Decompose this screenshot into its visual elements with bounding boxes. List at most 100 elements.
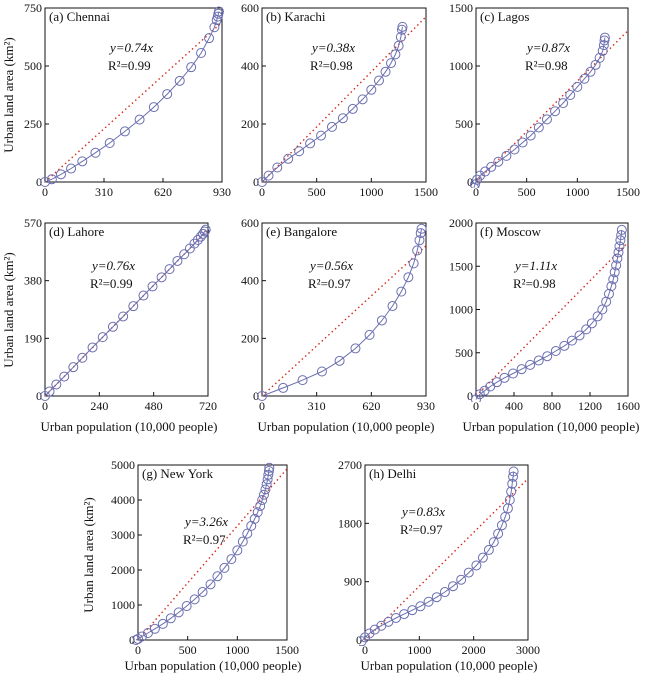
x-axis-title-h: Urban population (10,000 people) (361, 658, 538, 673)
data-point (138, 290, 149, 301)
panel-6: 0 400 800 1200 1600 0 500 1000 1500 2000 (f) Mosco… (449, 216, 640, 413)
data-point (550, 346, 561, 357)
data-point (237, 536, 248, 547)
x-tick-label: 310 (308, 399, 326, 413)
plot-area (40, 6, 224, 187)
fit-r-squared: R²=0.98 (525, 58, 568, 73)
fit-line (44, 21, 223, 183)
data-point (242, 528, 253, 539)
x-tick-label: 3000 (516, 643, 540, 657)
panel-title: (c) Lagos (480, 9, 529, 24)
fit-r-squared: R²=0.97 (183, 532, 226, 547)
data-point (249, 513, 260, 524)
x-axis-title-g: Urban population (10,000 people) (125, 658, 302, 673)
fit-r-squared: R²=0.97 (400, 522, 443, 537)
panel-title: (h) Delhi (369, 466, 417, 481)
data-point (508, 471, 519, 482)
fit-r-squared: R²=0.99 (90, 276, 133, 291)
data-point (364, 329, 375, 340)
plot-area (257, 223, 427, 401)
y-tick-label: 0 (356, 633, 362, 647)
data-point (197, 587, 208, 598)
fit-equation: y=0.56x (308, 258, 353, 273)
data-point (195, 231, 206, 242)
data-point (558, 98, 569, 109)
y-tick-label: 500 (24, 59, 42, 73)
data-point (612, 253, 623, 264)
data-point (592, 311, 603, 322)
data-point (316, 130, 327, 141)
x-tick-label: 0 (473, 185, 479, 199)
data-point (508, 368, 519, 379)
plot-area (470, 30, 629, 188)
data-point (118, 311, 129, 322)
x-axis-title-d: Urban population (10,000 people) (41, 419, 218, 434)
x-tick-label: 500 (518, 185, 536, 199)
x-tick-label: 310 (95, 185, 113, 199)
plot-frame (137, 464, 288, 641)
data-point (509, 144, 520, 155)
x-axis-title-f: Urban population (10,000 people) (463, 419, 640, 434)
panel-title: (e) Bangalore (266, 224, 337, 239)
data-point (173, 607, 184, 618)
data-point (380, 66, 391, 77)
panels: 0 310 620 930 0 250 500 750 (a) Chennai y=0.74x R²… (24, 1, 640, 657)
data-point (508, 466, 519, 477)
data-point (205, 579, 216, 590)
x-tick-label: 480 (145, 399, 163, 413)
data-point (611, 260, 622, 271)
data-point (415, 228, 426, 239)
fit-equation: y=0.38x (310, 40, 355, 55)
y-tick-label: 1800 (338, 516, 362, 530)
data-point (615, 235, 626, 246)
data-point (186, 62, 197, 73)
data-point (395, 32, 406, 42)
data-point (149, 623, 160, 634)
x-tick-label: 2000 (462, 643, 486, 657)
x-tick-label: 1600 (616, 399, 640, 413)
data-point (463, 567, 474, 578)
plot-frame (364, 464, 529, 641)
data-point (585, 66, 596, 77)
fit-equation: y=1.11x (513, 258, 557, 273)
data-point (209, 22, 220, 33)
y-tick-label: 600 (241, 216, 259, 230)
data-point (507, 478, 518, 489)
data-point (471, 560, 482, 571)
data-point (305, 138, 316, 149)
data-point (599, 32, 610, 43)
y-tick-label: 190 (24, 331, 42, 345)
plot-frame (44, 222, 209, 397)
data-point (174, 75, 185, 86)
x-tick-label: 500 (308, 185, 326, 199)
data-point (107, 321, 118, 332)
data-point (68, 362, 79, 373)
data-point (399, 609, 410, 620)
data-point (403, 272, 414, 283)
data-point (261, 479, 272, 490)
fit-r-squared: R²=0.98 (310, 58, 353, 73)
data-point (387, 301, 398, 312)
y-tick-label: 1500 (449, 259, 473, 273)
x-tick-label: 0 (259, 185, 265, 199)
data-point (616, 230, 627, 241)
fit-r-squared: R²=0.97 (308, 276, 351, 291)
y-tick-label: 0 (253, 175, 259, 189)
data-point (132, 635, 142, 645)
data-point (386, 58, 397, 69)
fit-equation: y=0.76x (90, 258, 135, 273)
data-point (565, 90, 576, 100)
data-point (373, 75, 384, 86)
data-point (483, 544, 494, 555)
x-tick-label: 0 (259, 399, 265, 413)
data-point (165, 613, 176, 624)
plot-frame (44, 7, 223, 183)
y-tick-label: 1000 (449, 59, 473, 73)
fit-line (261, 245, 427, 397)
y-tick-label: 200 (241, 117, 259, 131)
fit-line (475, 241, 629, 397)
x-tick-label: 500 (179, 643, 197, 657)
y-tick-label: 5000 (111, 458, 135, 472)
fit-equation: y=3.26x (183, 514, 228, 529)
